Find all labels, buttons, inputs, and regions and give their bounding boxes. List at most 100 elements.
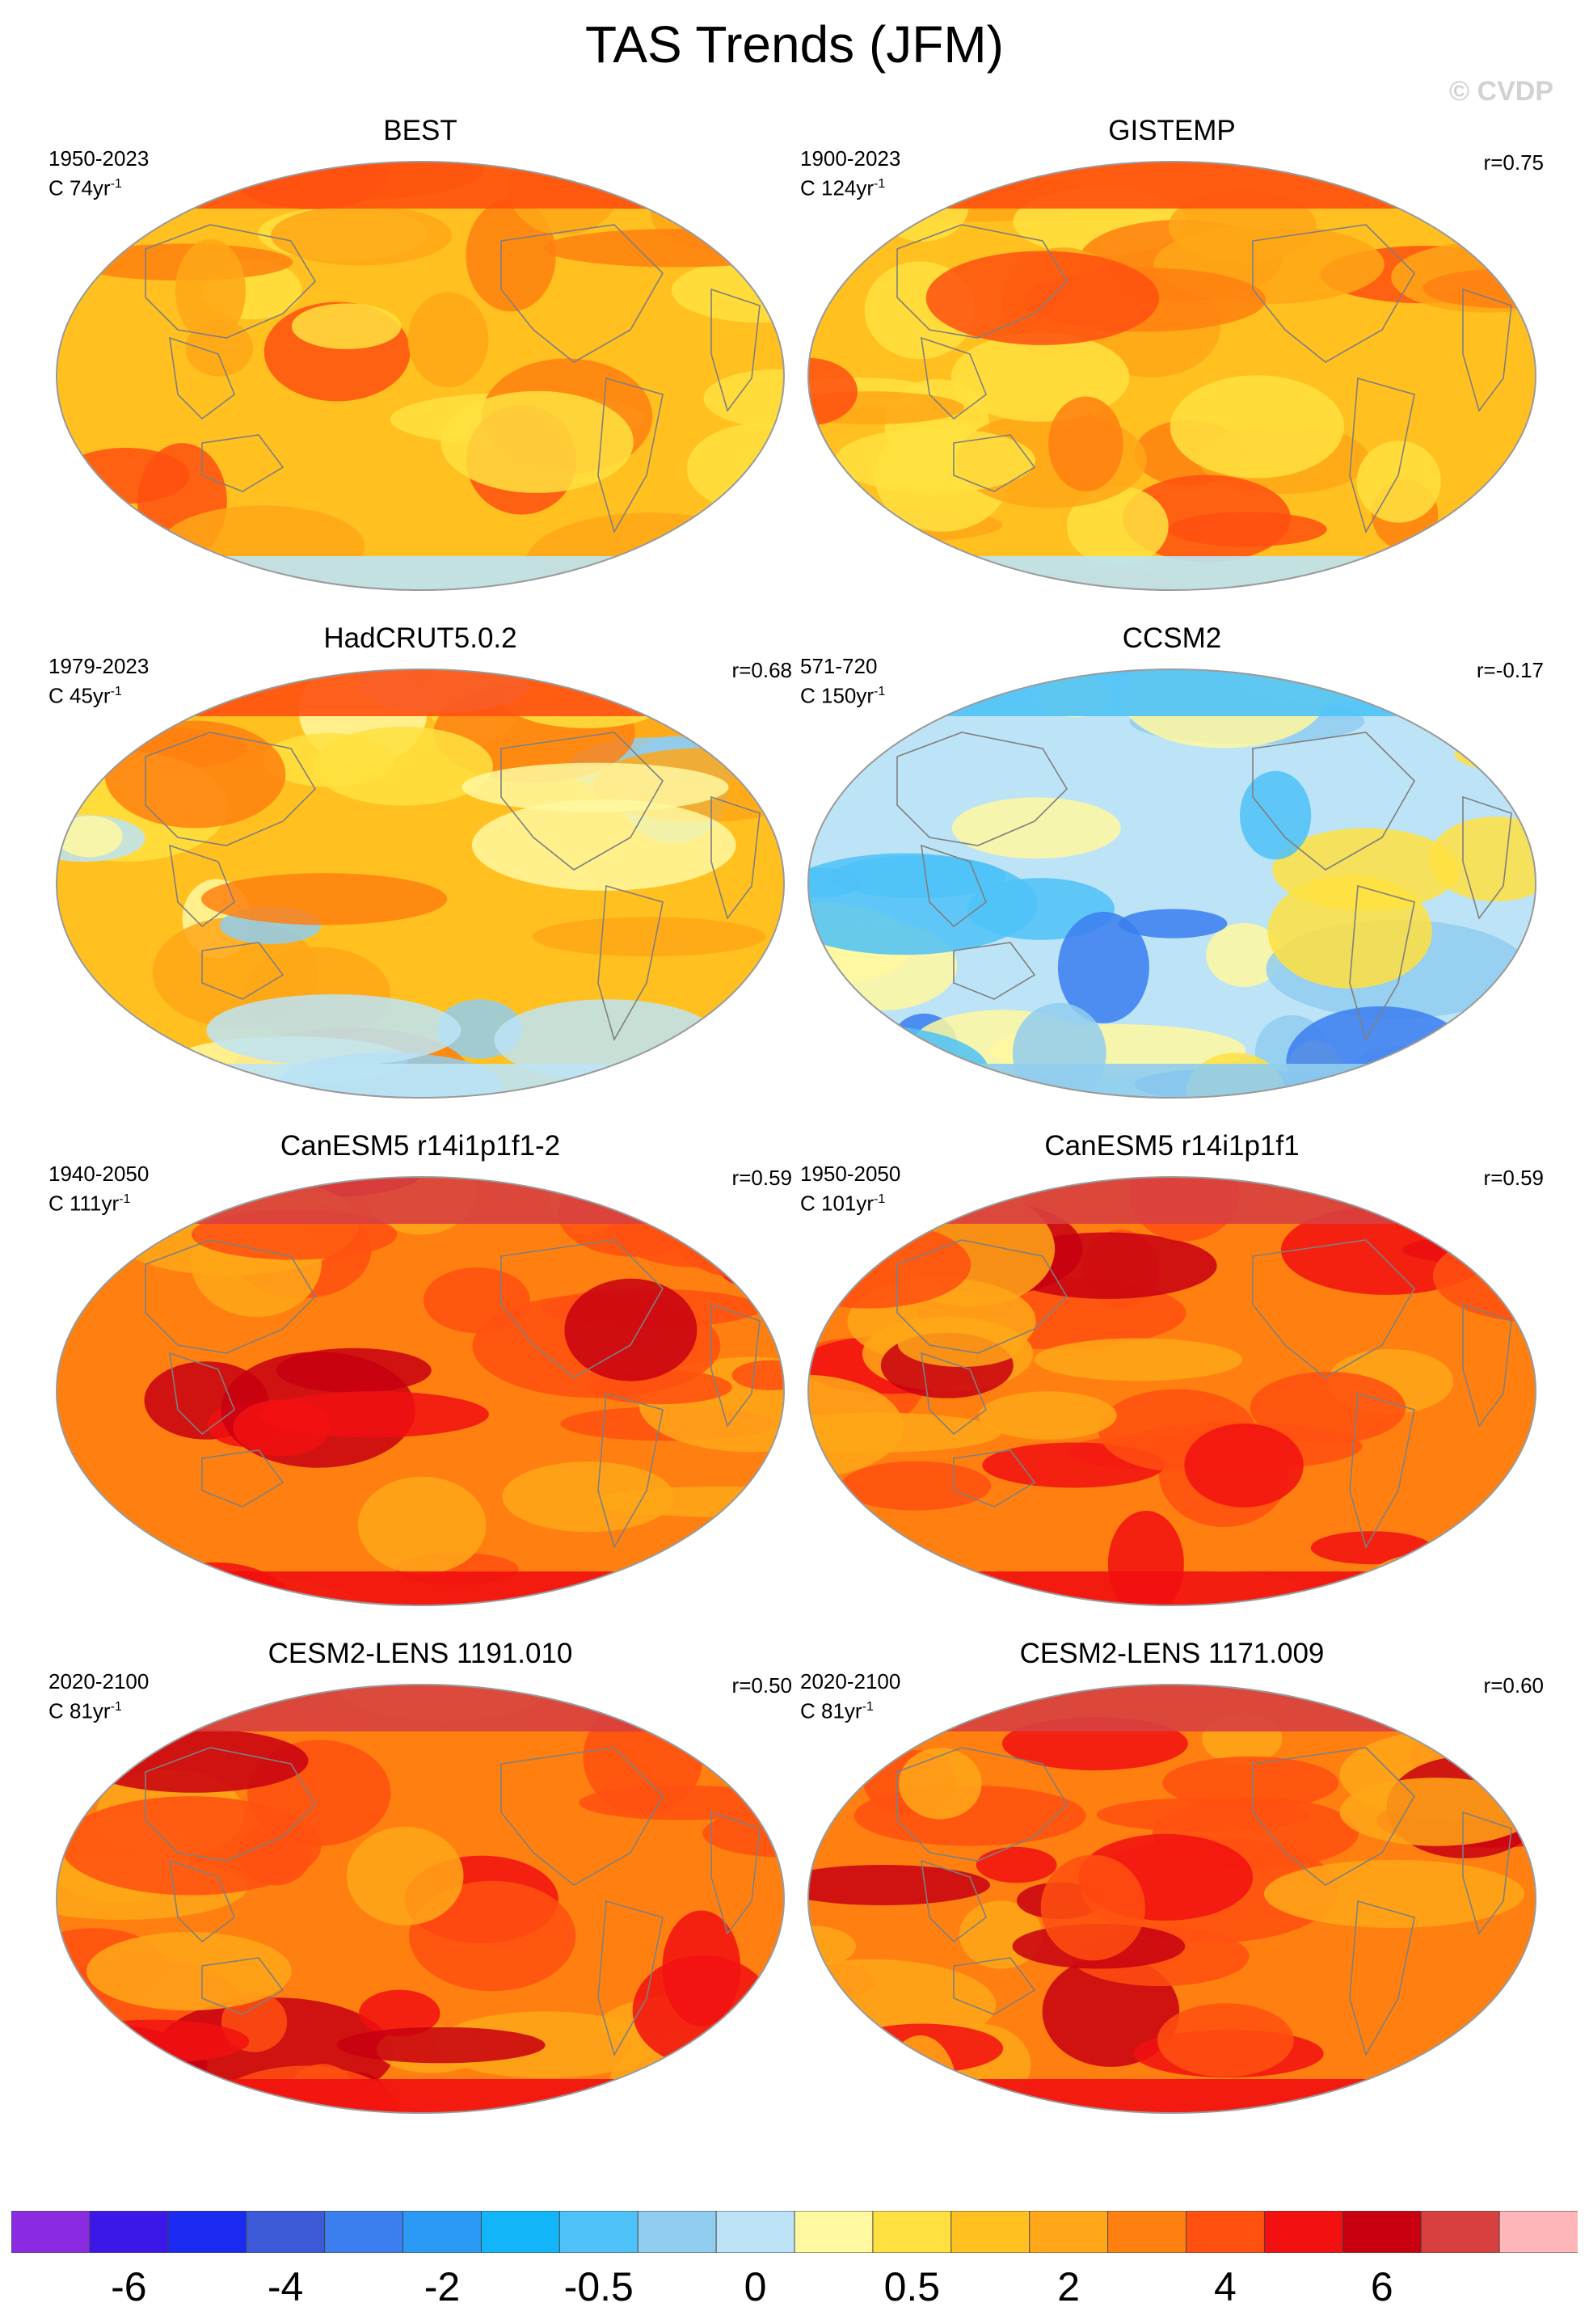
trend-field-patch (808, 2086, 927, 2113)
map-area (800, 660, 1544, 1107)
trend-field-patch (407, 292, 489, 388)
map-area (48, 660, 792, 1107)
trend-field-patch (808, 1374, 904, 1478)
trend-field-patch (702, 1809, 784, 1858)
period-years: 2020-2100 (800, 1669, 901, 1693)
coastline (896, 224, 1068, 339)
coastline (1462, 1811, 1512, 1935)
trend-field-patch (336, 2027, 546, 2064)
trend-units: C 111yr-1 (48, 1191, 131, 1216)
period-years: 571-720 (800, 654, 878, 678)
trend-field-patch (1048, 396, 1123, 491)
trend-field-patch (1157, 2003, 1294, 2077)
pattern-correlation: r=0.60 (1483, 1673, 1544, 1698)
trend-field-patch (57, 538, 156, 590)
trend-field-patch (271, 205, 452, 266)
panel-title: GISTEMP (1108, 115, 1236, 146)
coastline (597, 1900, 664, 2057)
map-panel: CESM2-LENS 1171.009 2020-2100 C 81yr-1 r=0.… (800, 1638, 1544, 2123)
panel-title: BEST (383, 115, 457, 146)
colorbar-swatch (794, 2211, 874, 2253)
trend-field-patch (808, 867, 861, 898)
trend-field-patch (808, 669, 920, 678)
panel-period: 1950-2023 C 74yr-1 (48, 146, 149, 201)
trend-units: C 45yr-1 (48, 683, 122, 708)
trend-field-patch (925, 251, 1160, 345)
map-svg (56, 669, 785, 1099)
map-area (800, 1167, 1544, 1615)
trend-field-patch (1162, 1756, 1339, 1810)
colorbar-svg (11, 2211, 1578, 2253)
coastline (921, 844, 987, 928)
trend-field-patch (669, 531, 750, 590)
trend-field-patch (1240, 770, 1312, 860)
coastline (169, 1352, 235, 1436)
arctic-band (57, 669, 784, 716)
colorbar-tick-label: 0 (744, 2264, 767, 2309)
coastline (953, 942, 1036, 1000)
trend-field-patch (1263, 1859, 1524, 1928)
colorbar-swatch (637, 2211, 718, 2253)
arctic-band (57, 1685, 784, 1731)
panel-period: 1979-2023 C 45yr-1 (48, 653, 149, 709)
trend-field-patch (1040, 1854, 1145, 1961)
panel-title: CESM2-LENS 1171.009 (1019, 1638, 1325, 1669)
trend-field-patch (1066, 486, 1169, 567)
coastline (597, 884, 664, 1042)
trend-field-patch (897, 1321, 1025, 1368)
colorbar-swatch (1029, 2211, 1109, 2253)
pattern-correlation: r=0.50 (731, 1673, 792, 1698)
trend-field-patch (632, 1955, 773, 2067)
map-panel: CanESM5 r14i1p1f1 1950-2050 C 101yr-1 r=0.5… (800, 1130, 1544, 1615)
colorbar-swatch (11, 2211, 91, 2253)
colorbar-tick-label: 2 (1057, 2264, 1081, 2309)
units-exponent: -1 (110, 177, 122, 191)
trend-field-patch (532, 917, 766, 957)
arctic-band (808, 669, 1536, 716)
trend-field-patch (1170, 375, 1344, 479)
trend-field-patch (951, 797, 1121, 859)
colorbar-tick-label: -6 (111, 2264, 147, 2309)
panel-period: 1900-2023 C 124yr-1 (800, 146, 900, 201)
colorbar-ticks: -6 -4 -2 -0.5 0 0.5 2 4 6 (0, 2263, 1589, 2312)
units-exponent: -1 (119, 1192, 131, 1206)
trend-units: C 81yr-1 (48, 1698, 122, 1723)
trend-field-patch (899, 1748, 982, 1820)
trend-field-patch (1498, 1474, 1536, 1558)
coastline (1462, 1303, 1512, 1428)
coastline (953, 1449, 1036, 1508)
colorbar-swatch (1420, 2211, 1501, 2253)
antarctic-band (808, 1571, 1536, 1605)
antarctic-band (57, 556, 784, 590)
coastline (1349, 884, 1415, 1042)
coastline (1462, 795, 1512, 920)
trend-field-patch (57, 162, 120, 187)
trend-field-patch (1356, 441, 1441, 523)
map-area (800, 1675, 1544, 2123)
period-years: 1950-2023 (48, 146, 150, 171)
coastline (921, 336, 987, 420)
coastline (710, 1811, 761, 1935)
arctic-band (808, 162, 1536, 209)
trend-field-patch (564, 1278, 698, 1381)
coastline (145, 1747, 317, 1862)
antarctic-band (808, 556, 1536, 590)
colorbar (11, 2211, 1578, 2253)
trend-field-patch (57, 1177, 124, 1269)
coastline (710, 795, 761, 920)
coastline (169, 1859, 235, 1943)
map-outline (807, 161, 1536, 591)
units-exponent: -1 (110, 685, 122, 698)
units-exponent: -1 (110, 1700, 122, 1714)
pattern-correlation: r=-0.17 (1476, 658, 1544, 682)
period-years: 1940-2050 (48, 1162, 150, 1186)
trend-field-patch (206, 994, 462, 1066)
coastline (597, 377, 664, 534)
map-svg (807, 161, 1536, 591)
trend-units: C 124yr-1 (800, 175, 886, 200)
panel-title: CESM2-LENS 1191.010 (268, 1638, 573, 1669)
trend-field-patch (1250, 1371, 1406, 1445)
panel-title: CanESM5 r14i1p1f1 (1044, 1130, 1300, 1162)
period-years: 1950-2050 (800, 1162, 901, 1186)
coastline (1252, 1239, 1415, 1378)
